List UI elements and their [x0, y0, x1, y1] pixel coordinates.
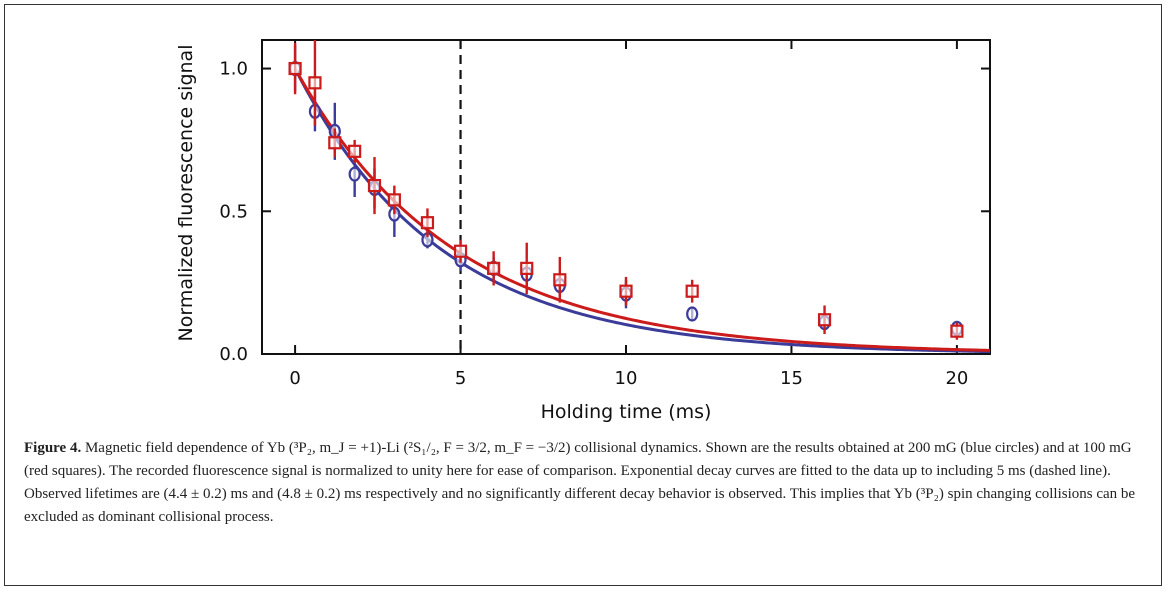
y-tick-label: 0.5 [219, 201, 248, 222]
data-point-square [685, 284, 699, 298]
fit-curve-square [293, 67, 990, 352]
data-point-square [950, 324, 964, 338]
data-point-square [348, 144, 362, 158]
decay-chart: 0 5 10 15 20 0.0 0.5 1.0 Holding time (ms) Norm… [175, 39, 991, 423]
plot-axes: 0 5 10 15 20 0.0 0.5 1.0 [219, 39, 991, 389]
fit-curves [293, 67, 990, 354]
data-point-square [553, 273, 567, 287]
caption-text: Magnetic field dependence of Yb (³P₂, m_… [24, 440, 1136, 525]
x-tick-label: 5 [455, 368, 466, 389]
data-point-square [619, 284, 633, 298]
x-tick-label: 20 [945, 368, 968, 389]
data-point-square [420, 216, 435, 230]
fit-curve-circle [293, 67, 990, 354]
figure-frame [4, 4, 1162, 586]
y-axis-label: Normalized fluorescence signal [175, 45, 197, 342]
x-tick-label: 0 [289, 368, 300, 389]
x-tick-label: 10 [615, 368, 638, 389]
data-point-circle [686, 306, 699, 322]
y-tick-label: 1.0 [219, 59, 248, 80]
data-point-square [367, 178, 382, 193]
data-point-square [288, 61, 302, 76]
data-point-square [520, 261, 534, 275]
data-point-square [308, 76, 322, 90]
data-point-square [817, 313, 832, 327]
y-tick-label: 0.0 [219, 344, 248, 365]
data-point-square [387, 193, 401, 207]
data-point-circle [348, 166, 361, 182]
figure-caption: Figure 4. Magnetic field dependence of Y… [24, 437, 1144, 529]
data-points [288, 40, 964, 340]
caption-label: Figure 4. [24, 440, 82, 456]
x-tick-label: 15 [780, 368, 803, 389]
data-point-square [453, 244, 468, 258]
data-point-square [487, 261, 501, 275]
data-point-square [328, 136, 342, 150]
x-axis-label: Holding time (ms) [541, 401, 712, 423]
